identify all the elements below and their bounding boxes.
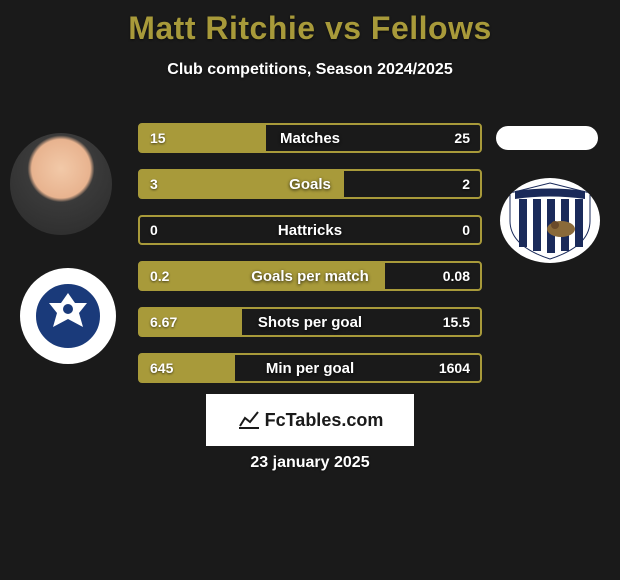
club-right-badge [500, 178, 600, 263]
value-right: 0.08 [443, 268, 470, 284]
comparison-infographic: Matt Ritchie vs Fellows Club competition… [0, 0, 620, 580]
stat-label: Shots per goal [140, 314, 480, 331]
west-brom-badge-icon [505, 181, 595, 261]
stats-list: 15 Matches 25 3 Goals 2 0 Hattricks 0 0.… [138, 123, 482, 399]
stat-label: Matches [140, 130, 480, 147]
value-right: 15.5 [443, 314, 470, 330]
source-logo: FcTables.com [206, 394, 414, 446]
stat-label: Hattricks [140, 222, 480, 239]
subtitle: Club competitions, Season 2024/2025 [0, 61, 620, 79]
club-left-badge [20, 268, 116, 364]
stat-row-shots-per-goal: 6.67 Shots per goal 15.5 [138, 307, 482, 337]
stat-row-goals-per-match: 0.2 Goals per match 0.08 [138, 261, 482, 291]
portsmouth-badge-icon [33, 281, 103, 351]
stat-row-min-per-goal: 645 Min per goal 1604 [138, 353, 482, 383]
stat-row-matches: 15 Matches 25 [138, 123, 482, 153]
stat-label: Goals [140, 176, 480, 193]
stat-label: Min per goal [140, 360, 480, 377]
page-title: Matt Ritchie vs Fellows [0, 0, 620, 47]
value-right: 1604 [439, 360, 470, 376]
stat-row-hattricks: 0 Hattricks 0 [138, 215, 482, 245]
value-right: 25 [454, 130, 470, 146]
logo-text: FcTables.com [265, 410, 384, 431]
date-label: 23 january 2025 [0, 454, 620, 472]
stat-label: Goals per match [140, 268, 480, 285]
stat-row-goals: 3 Goals 2 [138, 169, 482, 199]
chart-icon [237, 408, 261, 432]
player-right-avatar [496, 126, 598, 150]
value-right: 0 [462, 222, 470, 238]
player-left-avatar [10, 133, 112, 235]
value-right: 2 [462, 176, 470, 192]
